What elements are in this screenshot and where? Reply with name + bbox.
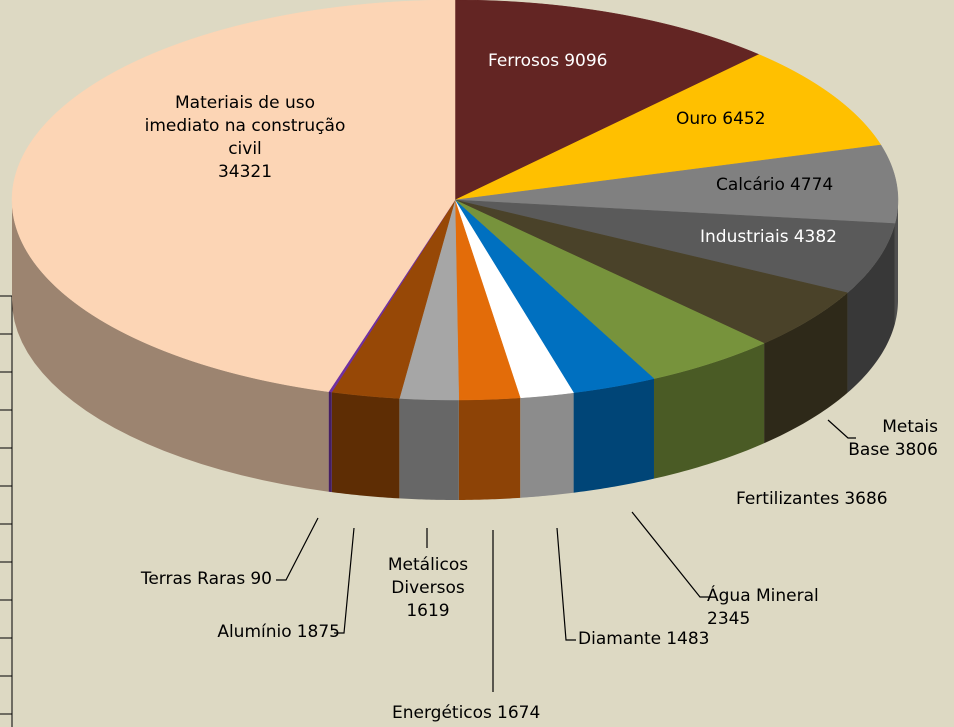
slice-side bbox=[653, 343, 765, 479]
slice bbox=[454, 54, 882, 201]
label-name: Terras Raras bbox=[140, 569, 246, 589]
table-fragment bbox=[0, 295, 13, 727]
slice-side bbox=[847, 223, 895, 393]
slice-side bbox=[399, 398, 459, 500]
data-label: Materiais de uso imediato na construção … bbox=[140, 92, 350, 184]
label-name: Materiais de uso imediato na construção … bbox=[144, 93, 346, 159]
label-name: Fertilizantes bbox=[736, 489, 840, 509]
data-label: Fertilizantes 3686 bbox=[736, 488, 946, 511]
slice bbox=[454, 199, 849, 344]
data-label: Ouro 6452 bbox=[676, 108, 806, 131]
label-value: 9096 bbox=[564, 51, 608, 71]
label-value: 2345 bbox=[707, 609, 751, 629]
leader-line bbox=[334, 527, 355, 634]
leader-line bbox=[556, 527, 576, 641]
data-label: Diamante 1483 bbox=[578, 628, 728, 651]
label-value: 3686 bbox=[844, 489, 888, 509]
slice-side bbox=[12, 200, 329, 492]
label-value: 3806 bbox=[894, 440, 938, 460]
slice-side bbox=[520, 392, 574, 498]
label-value: 4774 bbox=[789, 175, 834, 195]
label-name: Ferrosos bbox=[488, 51, 560, 71]
data-label: Ferrosos 9096 bbox=[488, 50, 658, 73]
data-label: Alumínio 1875 bbox=[160, 621, 340, 644]
slice bbox=[454, 144, 899, 224]
label-name: Água Mineral bbox=[707, 586, 819, 606]
slice bbox=[454, 199, 521, 401]
slice bbox=[399, 199, 460, 401]
label-name: Metálicos Diversos bbox=[387, 555, 469, 598]
data-label: Energéticos 1674 bbox=[392, 702, 602, 725]
label-name: Calcário bbox=[716, 175, 785, 195]
data-label: Metais Base 3806 bbox=[838, 416, 938, 462]
slice bbox=[11, 0, 456, 392]
label-value: 6452 bbox=[722, 109, 766, 129]
slice-side bbox=[331, 392, 400, 499]
label-value: 90 bbox=[250, 569, 272, 589]
label-value: 1619 bbox=[406, 601, 450, 621]
slice-side bbox=[458, 397, 521, 500]
label-value: 1483 bbox=[666, 629, 710, 649]
slice-tops bbox=[11, 0, 899, 401]
label-value: 1674 bbox=[497, 703, 541, 723]
slice-side bbox=[328, 391, 332, 493]
label-name: Ouro bbox=[676, 109, 718, 129]
slice bbox=[454, 199, 765, 379]
slice bbox=[454, 199, 574, 399]
slice-side bbox=[764, 292, 848, 444]
slice bbox=[454, 0, 760, 201]
label-value: 34321 bbox=[217, 162, 273, 182]
leader-line bbox=[631, 511, 710, 598]
data-label: Industriais 4382 bbox=[700, 226, 875, 249]
slice bbox=[454, 199, 655, 393]
label-value: 4382 bbox=[793, 227, 837, 247]
slice-side bbox=[894, 200, 898, 324]
label-name: Industriais bbox=[700, 227, 789, 247]
slice-sides bbox=[12, 200, 898, 500]
label-value: 1875 bbox=[296, 622, 340, 642]
label-name: Diamante bbox=[578, 629, 662, 649]
leader-line bbox=[276, 517, 319, 581]
data-label: Metálicos Diversos 1619 bbox=[368, 554, 488, 623]
slice bbox=[454, 199, 896, 294]
data-label: Água Mineral 2345 bbox=[707, 585, 857, 631]
label-name: Alumínio bbox=[217, 622, 292, 642]
label-name: Energéticos bbox=[392, 703, 492, 723]
slice bbox=[331, 199, 456, 399]
data-label: Terras Raras 90 bbox=[90, 568, 272, 591]
slice-side bbox=[573, 378, 654, 493]
leader-line bbox=[827, 419, 856, 439]
data-label: Calcário 4774 bbox=[716, 174, 866, 197]
label-name: Metais Base bbox=[848, 417, 938, 460]
